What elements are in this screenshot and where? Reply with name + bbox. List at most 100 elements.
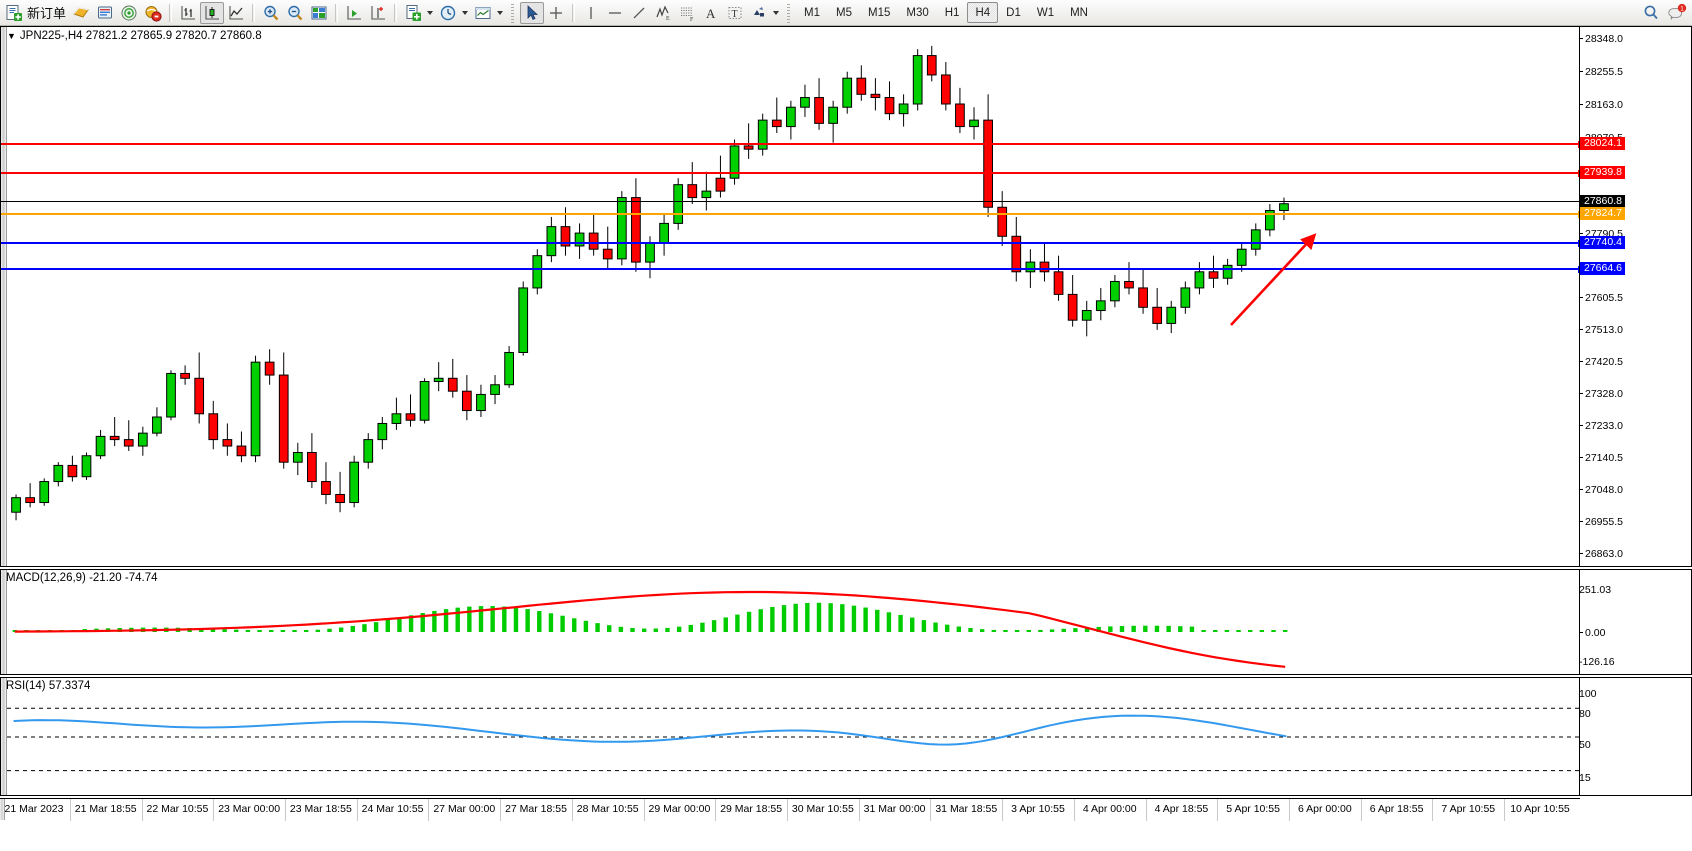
notifications-button[interactable]: 1 — [1664, 2, 1690, 24]
time-axis-label: 27 Mar 00:00 — [433, 803, 496, 815]
rsi-scroll-grip[interactable] — [1, 678, 7, 795]
price-tag-resistance-2[interactable]: 28024.1 — [1580, 137, 1625, 150]
hline-support-1[interactable] — [1, 240, 1585, 247]
time-axis-separator — [428, 799, 430, 821]
shift-end-button[interactable] — [342, 2, 366, 24]
price-tick: 26955.5 — [1579, 517, 1623, 528]
period-button[interactable] — [436, 2, 471, 24]
text-box-button[interactable]: T — [723, 2, 747, 24]
data-window-button[interactable] — [307, 2, 331, 24]
horizontal-line-button[interactable] — [603, 2, 627, 24]
toolbar-grip-2[interactable] — [786, 2, 793, 23]
trendline-button[interactable] — [627, 2, 651, 24]
templates-list-button[interactable] — [471, 2, 506, 24]
auto-trading-button[interactable] — [141, 2, 165, 24]
macd-pane[interactable]: MACD(12,26,9) -21.20 -74.74 251.03 0.00 … — [0, 569, 1692, 675]
time-axis[interactable]: 21 Mar 2023 21 Mar 18:55 22 Mar 10:55 23 Ma… — [0, 798, 1580, 821]
market-watch-icon — [98, 6, 113, 18]
price-tick: 27420.5 — [1579, 357, 1623, 368]
timeframe-h1[interactable]: H1 — [944, 6, 960, 19]
price-tag-current-price[interactable]: 27860.8 — [1580, 195, 1625, 208]
time-axis-label: 3 Apr 10:55 — [1011, 803, 1065, 815]
text-label-button[interactable]: A — [699, 2, 723, 24]
macd-tick: 0.00 — [1579, 628, 1605, 639]
hline-entry-level[interactable] — [1, 211, 1585, 218]
templates-button[interactable] — [69, 2, 93, 24]
price-tag-support-1[interactable]: 27740.4 — [1580, 236, 1625, 249]
time-axis-separator — [141, 799, 143, 821]
price-axis-line — [1579, 27, 1580, 566]
macd-label: MACD(12,26,9) -21.20 -74.74 — [6, 572, 158, 584]
elliott-wave-button[interactable]: E — [651, 2, 675, 24]
toolbar-separator-1 — [169, 3, 173, 22]
new-indicator-button[interactable] — [401, 2, 436, 24]
rsi-axis[interactable]: 100 80 50 15 — [1579, 678, 1691, 795]
price-axis[interactable]: 28348.0 28255.5 28163.0 28070.5 27978.0 … — [1579, 27, 1691, 566]
time-axis-label: 22 Mar 10:55 — [146, 803, 209, 815]
shapes-icon — [754, 6, 765, 16]
text-label-icon: A — [706, 6, 716, 21]
shapes-caret-icon[interactable] — [773, 10, 780, 15]
templates-list-caret-icon[interactable] — [497, 10, 504, 15]
time-axis-separator — [1289, 799, 1290, 821]
auto-scroll-button[interactable] — [366, 2, 390, 24]
market-watch-button[interactable] — [93, 2, 117, 24]
price-tag-support-2[interactable]: 27664.6 — [1580, 262, 1625, 275]
rsi-pane[interactable]: RSI(14) 57.3374 100 80 50 15 — [0, 677, 1692, 796]
line-chart-button[interactable] — [224, 2, 248, 24]
candlestick-chart-button[interactable] — [200, 1, 225, 24]
new-order-button[interactable]: 新订单 — [2, 2, 69, 24]
time-axis-label: 24 Mar 10:55 — [361, 803, 424, 815]
time-axis-label: 7 Apr 10:55 — [1441, 803, 1496, 815]
hline-resistance-1[interactable] — [1, 170, 1585, 177]
time-axis-grip[interactable] — [0, 799, 5, 820]
macd-axis-line — [1579, 570, 1580, 674]
price-tag-resistance-1[interactable]: 27939.8 — [1580, 166, 1625, 179]
shapes-button[interactable] — [747, 2, 782, 24]
timeframe-mn[interactable]: MN — [1070, 6, 1088, 19]
time-axis-label: 30 Mar 10:55 — [791, 803, 854, 815]
crosshair-icon — [550, 6, 563, 19]
time-axis-label: 31 Mar 00:00 — [863, 803, 926, 815]
rsi-series — [7, 707, 1579, 772]
search-button[interactable] — [1638, 2, 1664, 24]
chart-container[interactable]: ▼ JPN225-,H4 27821.2 27865.9 27820.7 2786… — [0, 26, 1692, 851]
timeframe-m30[interactable]: M30 — [906, 6, 929, 19]
zoom-out-button[interactable] — [283, 2, 307, 24]
hline-support-2[interactable] — [1, 266, 1585, 273]
rsi-pane-inner[interactable]: RSI(14) 57.3374 — [1, 678, 1691, 795]
new-indicator-caret-icon[interactable] — [427, 10, 434, 15]
timeframe-m15[interactable]: M15 — [867, 6, 891, 19]
time-axis-label: 31 Mar 18:55 — [935, 803, 998, 815]
macd-axis[interactable]: 251.03 0.00 -126.16 — [1579, 570, 1691, 674]
hline-resistance-2[interactable] — [1, 141, 1585, 148]
toolbar-grip-1[interactable] — [510, 2, 517, 23]
price-pane-inner[interactable]: ▼ JPN225-,H4 27821.2 27865.9 27820.7 2786… — [1, 27, 1691, 566]
bar-chart-icon — [181, 5, 196, 20]
symbol-ohlc-text: JPN225-,H4 27821.2 27865.9 27820.7 27860… — [19, 30, 262, 42]
timeframe-d1[interactable]: D1 — [1006, 6, 1021, 19]
period-caret-icon[interactable] — [462, 10, 469, 15]
bullish-arrow-annotation[interactable] — [1223, 225, 1343, 335]
timeframe-m1[interactable]: M1 — [804, 6, 820, 19]
zoom-in-button[interactable] — [259, 2, 283, 24]
time-axis-label: 6 Apr 18:55 — [1369, 803, 1424, 815]
timeframe-m5[interactable]: M5 — [836, 6, 852, 19]
timeframe-h4[interactable]: H4 — [967, 2, 999, 23]
fibonacci-button[interactable]: F — [675, 2, 699, 24]
timeframe-w1[interactable]: W1 — [1036, 6, 1055, 19]
chart-scroll-grip-left[interactable] — [1, 27, 7, 566]
macd-scroll-grip[interactable] — [1, 570, 7, 674]
time-axis-separator — [571, 799, 573, 821]
price-pane[interactable]: ▼ JPN225-,H4 27821.2 27865.9 27820.7 2786… — [0, 26, 1692, 567]
crosshair-button[interactable] — [544, 2, 568, 24]
time-axis-label: 10 Apr 10:55 — [1510, 803, 1570, 815]
macd-pane-inner[interactable]: MACD(12,26,9) -21.20 -74.74 — [1, 570, 1691, 674]
vertical-line-button[interactable] — [579, 2, 603, 24]
hline-current-price[interactable] — [1, 201, 1581, 202]
cursor-button[interactable] — [520, 1, 545, 24]
navigator-button[interactable] — [117, 2, 141, 24]
price-tag-entry-level[interactable]: 27824.7 — [1580, 207, 1625, 220]
chart-collapse-icon[interactable]: ▼ — [7, 31, 16, 41]
bar-chart-button[interactable] — [176, 2, 200, 24]
